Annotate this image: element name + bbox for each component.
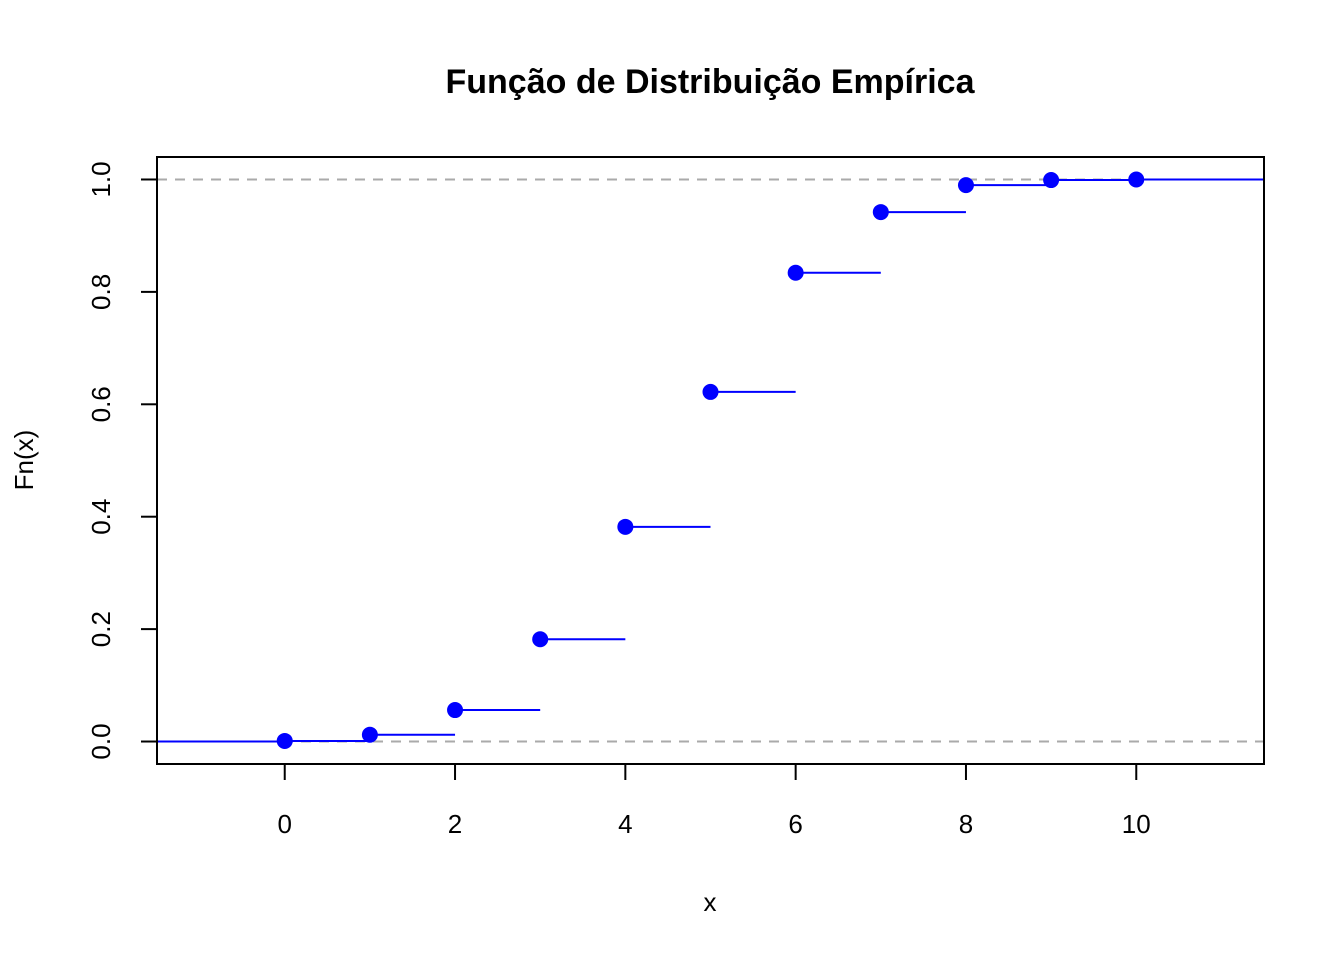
x-tick-label: 2 bbox=[448, 809, 462, 839]
step-segments bbox=[157, 178, 1264, 743]
data-point bbox=[1128, 171, 1145, 188]
data-point bbox=[447, 702, 464, 719]
y-tick-label: 0.2 bbox=[86, 611, 116, 647]
data-point bbox=[702, 383, 719, 400]
data-point bbox=[787, 264, 804, 281]
data-point bbox=[617, 518, 634, 535]
plot-frame bbox=[156, 156, 1265, 765]
x-axis: 0 2 4 6 8 10 bbox=[277, 763, 1151, 839]
y-tick-label: 0.0 bbox=[86, 723, 116, 759]
y-axis-label: Fn(x) bbox=[9, 430, 39, 491]
y-tick-label: 0.6 bbox=[86, 386, 116, 422]
x-tick-label: 0 bbox=[277, 809, 291, 839]
y-tick-label: 0.4 bbox=[86, 499, 116, 535]
x-tick-label: 10 bbox=[1122, 809, 1151, 839]
x-axis-label: x bbox=[704, 887, 717, 917]
data-points bbox=[276, 171, 1145, 749]
data-point bbox=[276, 732, 293, 749]
data-point bbox=[361, 726, 378, 743]
data-point bbox=[532, 631, 549, 648]
data-point bbox=[872, 204, 889, 221]
y-tick-label: 0.8 bbox=[86, 274, 116, 310]
data-point bbox=[957, 177, 974, 194]
y-tick-label: 1.0 bbox=[86, 161, 116, 197]
x-tick-label: 8 bbox=[959, 809, 973, 839]
data-point bbox=[1043, 172, 1060, 189]
y-axis: 0.0 0.2 0.4 0.6 0.8 1.0 bbox=[86, 161, 158, 760]
reference-lines bbox=[157, 178, 1264, 743]
x-tick-label: 4 bbox=[618, 809, 632, 839]
chart-title: Função de Distribuição Empírica bbox=[445, 63, 975, 101]
x-tick-label: 6 bbox=[788, 809, 802, 839]
